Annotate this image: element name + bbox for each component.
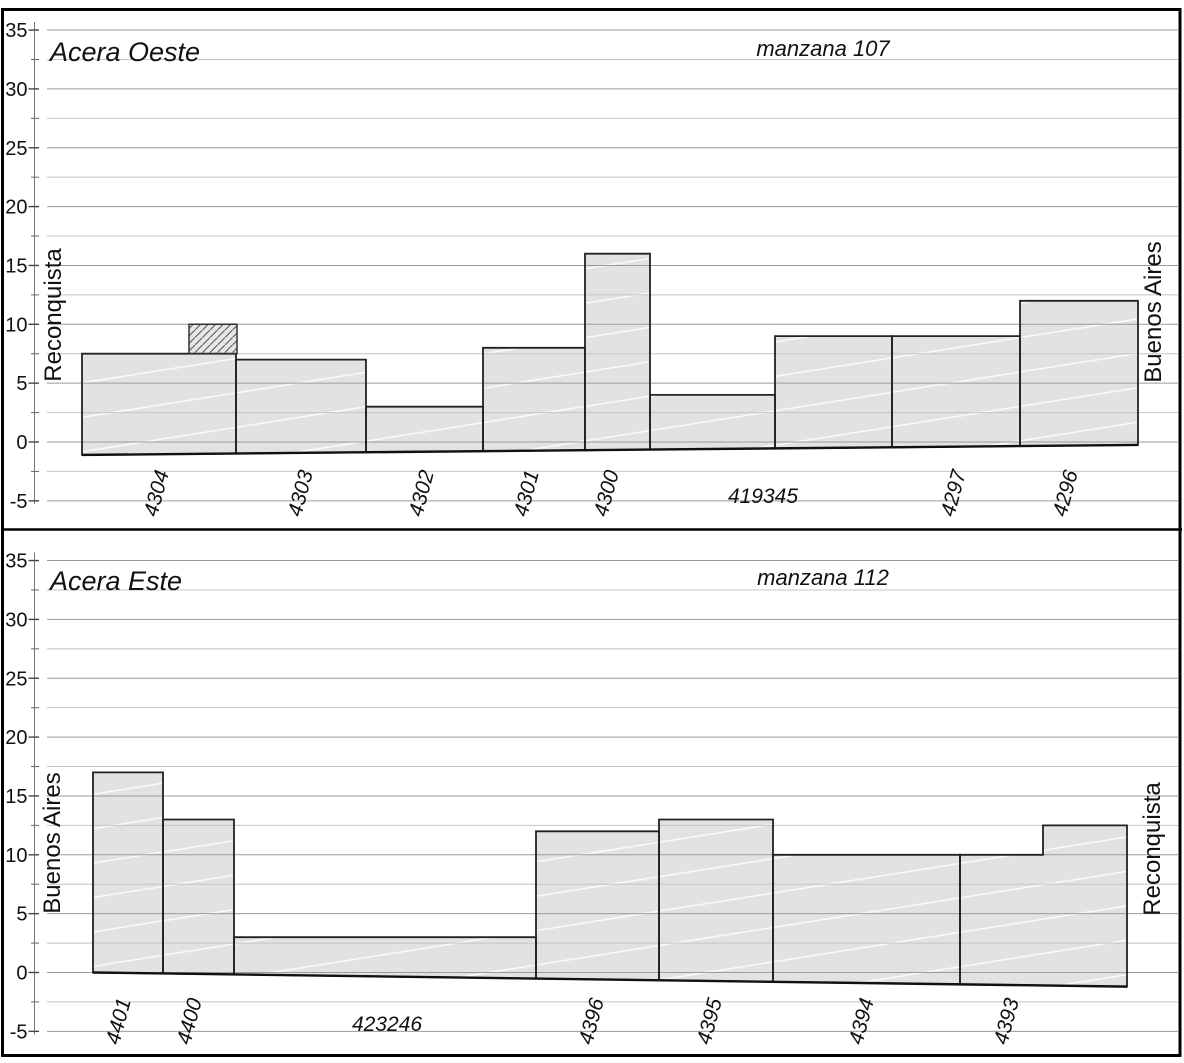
parcel-bar-fill	[775, 336, 892, 449]
parcel-bar-fill	[659, 819, 773, 982]
right-street-label: Reconquista	[1139, 782, 1166, 916]
parcel-bar-fill	[1020, 300, 1138, 447]
y-tick-label: -5	[10, 1021, 28, 1043]
left-street-label: Buenos Aires	[39, 772, 66, 913]
y-tick-label: 20	[5, 197, 27, 219]
block-label: manzana 107	[756, 36, 890, 61]
parcel-bar-fill	[650, 394, 775, 450]
parcel-bar-hatched-fill	[189, 324, 237, 354]
outer-frame	[1, 8, 1182, 1057]
parcel-bar-fill	[82, 353, 236, 455]
y-tick-label: 30	[5, 79, 27, 101]
left-street-label: Reconquista	[40, 248, 67, 382]
y-tick-label: 5	[16, 373, 27, 395]
y-tick-label: 0	[16, 963, 27, 985]
ground-line	[92, 971, 1128, 988]
y-tick-label: 0	[16, 432, 27, 454]
y-tick-label: -5	[10, 491, 28, 513]
parcel-bar-fill	[960, 825, 1127, 987]
parcel-bar-outline	[188, 323, 238, 355]
y-tick-label: 35	[5, 551, 27, 573]
y-tick-label: 30	[5, 609, 27, 631]
parcel-bar-fill	[163, 819, 234, 975]
y-tick-label: 20	[5, 727, 27, 749]
ground-line	[81, 443, 1139, 457]
x-axis-label: 419345	[728, 485, 798, 508]
parcel-bar-fill	[773, 854, 960, 985]
y-tick-label: 15	[5, 255, 27, 277]
y-tick-label: 5	[16, 904, 27, 926]
parcel-bar-fill	[536, 831, 659, 981]
parcel-bar-outline	[1019, 299, 1139, 448]
y-tick-label: 10	[5, 314, 27, 336]
parcel-bar-fill	[585, 253, 650, 451]
parcel-bar-fill	[366, 406, 483, 453]
y-tick-label: 10	[5, 845, 27, 867]
parcel-bar-fill	[236, 359, 366, 454]
parcel-bar-fill	[483, 347, 585, 452]
panel-title: Acera Este	[48, 566, 182, 596]
parcel-bar-fill	[93, 772, 163, 974]
parcel-bar-fill	[892, 336, 1020, 448]
parcel-bar-fill	[234, 937, 536, 979]
right-street-label: Buenos Aires	[1140, 241, 1167, 382]
y-tick-label: 35	[5, 20, 27, 42]
y-tick-label: 25	[5, 138, 27, 160]
y-tick-label: 15	[5, 786, 27, 808]
x-axis-label: 423246	[352, 1013, 422, 1036]
y-tick-label: 25	[5, 668, 27, 690]
block-label: manzana 112	[757, 565, 889, 590]
panel-title: Acera Oeste	[48, 37, 200, 67]
